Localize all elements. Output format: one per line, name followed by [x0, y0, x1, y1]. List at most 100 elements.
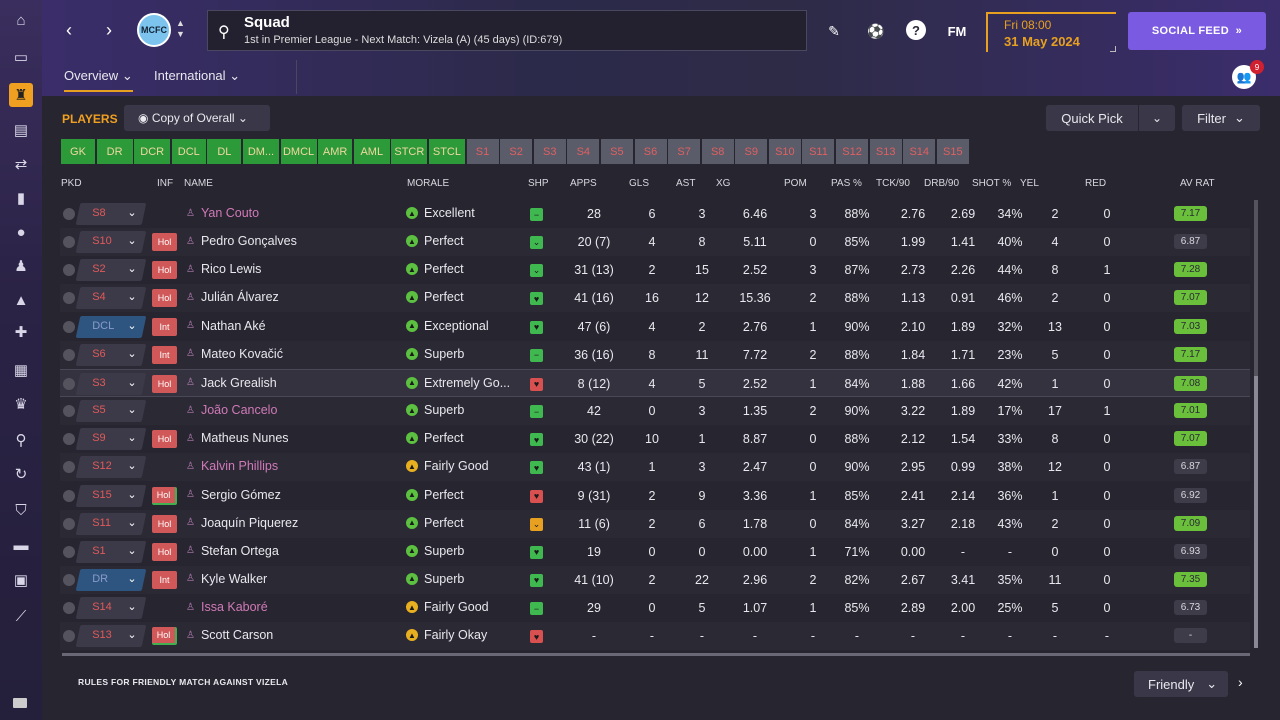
player-name-cell[interactable]: ♙ Pedro Gonçalves: [186, 234, 297, 248]
column-header[interactable]: YEL: [1020, 178, 1039, 189]
position-select[interactable]: S4 ⌄: [75, 287, 147, 310]
info-badge[interactable]: Hol: [152, 374, 177, 393]
player-name-cell[interactable]: ♙ Jack Grealish: [186, 376, 277, 390]
sub-chip[interactable]: S2: [500, 139, 533, 164]
tab-international[interactable]: International ⌄: [154, 68, 240, 84]
club-crest-icon[interactable]: MCFC: [137, 13, 171, 47]
player-name-cell[interactable]: ♙ Issa Kaboré: [186, 600, 268, 614]
player-name[interactable]: Rico Lewis: [200, 262, 262, 277]
sub-chip[interactable]: S11: [802, 139, 835, 164]
position-chip[interactable]: STCL: [428, 139, 465, 164]
column-header[interactable]: MORALE: [407, 178, 450, 189]
report-icon[interactable]: ▮: [16, 190, 26, 207]
help-icon[interactable]: ?: [906, 20, 926, 40]
table-row[interactable]: S1 ⌄ Hol ♙ Stefan Ortega ▲ Superb ♥ 19 0 0 0.00 1 71%…: [60, 538, 1250, 566]
pick-checkbox[interactable]: [63, 545, 75, 558]
pick-checkbox[interactable]: [63, 405, 75, 418]
player-name[interactable]: Pedro Gonçalves: [200, 234, 297, 249]
player-name-cell[interactable]: ♙ Yan Couto: [186, 206, 259, 220]
tab-overview[interactable]: Overview ⌄: [64, 68, 133, 92]
column-header[interactable]: SHP: [528, 178, 549, 189]
player-name[interactable]: Sergio Gómez: [200, 487, 281, 502]
pick-checkbox[interactable]: [63, 602, 75, 615]
forward-icon[interactable]: ›: [106, 19, 112, 40]
refresh-icon[interactable]: ↻: [14, 466, 28, 483]
fm-menu-button[interactable]: FM: [947, 23, 967, 39]
info-badge[interactable]: Hol: [152, 514, 177, 533]
scrollbar-thumb[interactable]: [1254, 376, 1258, 648]
info-badge[interactable]: Int: [152, 570, 177, 589]
player-name-cell[interactable]: ♙ Nathan Aké: [186, 319, 266, 333]
pick-checkbox[interactable]: [63, 630, 75, 643]
table-row[interactable]: S9 ⌄ Hol ♙ Matheus Nunes ▲ Perfect ♥ 30 (22) 10 1 8…: [60, 425, 1250, 453]
table-row[interactable]: S3 ⌄ Hol ♙ Jack Grealish ▲ Extremely Go... ♥ 8 (…: [60, 368, 1250, 397]
info-badge[interactable]: Hol: [152, 261, 177, 280]
column-header[interactable]: RED: [1085, 178, 1107, 189]
table-row[interactable]: S2 ⌄ Hol ♙ Rico Lewis ▲ Perfect ⌄ 31 (13) 2 15 2.52…: [60, 256, 1250, 284]
table-row[interactable]: DR ⌄ Int ♙ Kyle Walker ▲ Superb ♥ 41 (10) 2 22 2.96…: [60, 565, 1250, 594]
info-badge[interactable]: Hol: [152, 627, 177, 646]
player-name[interactable]: Julián Álvarez: [200, 290, 279, 305]
position-select[interactable]: S6 ⌄: [75, 343, 147, 366]
column-header[interactable]: POM: [784, 178, 807, 189]
sub-chip[interactable]: S10: [768, 139, 801, 164]
filter-button[interactable]: Filter ⌄: [1182, 105, 1260, 131]
medical-icon[interactable]: ✚: [14, 324, 28, 341]
horizontal-scrollbar[interactable]: [62, 653, 1250, 656]
sub-chip[interactable]: S12: [836, 139, 869, 164]
position-select[interactable]: S14 ⌄: [75, 597, 147, 620]
column-header[interactable]: TCK/90: [876, 178, 910, 189]
player-name[interactable]: Mateo Kovačić: [200, 346, 283, 361]
pick-checkbox[interactable]: [63, 348, 75, 361]
shield-icon[interactable]: ⛉: [15, 501, 27, 519]
pick-checkbox[interactable]: [63, 320, 75, 333]
player-name-cell[interactable]: ♙ Rico Lewis: [186, 262, 261, 276]
info-badge[interactable]: Int: [152, 345, 177, 364]
table-row[interactable]: S5 ⌄ ♙ João Cancelo ▲ Superb − 42 0 3 1.35 2 90% 3.22…: [60, 397, 1250, 426]
player-name[interactable]: Kyle Walker: [200, 571, 268, 586]
column-header[interactable]: PKD: [61, 178, 82, 189]
sub-chip[interactable]: S14: [903, 139, 936, 164]
player-name[interactable]: Yan Couto: [200, 206, 260, 220]
pick-checkbox[interactable]: [63, 208, 75, 220]
sub-chip[interactable]: S5: [600, 139, 633, 164]
info-badge[interactable]: Int: [152, 317, 177, 336]
info-badge[interactable]: Hol: [152, 486, 177, 505]
pick-checkbox[interactable]: [63, 573, 75, 586]
position-select[interactable]: DCL ⌄: [75, 315, 147, 338]
quick-pick-button[interactable]: Quick Pick: [1046, 105, 1138, 131]
table-row[interactable]: S15 ⌄ Hol ♙ Sergio Gómez ▲ Perfect ♥ 9 (31) 2 9 3.3…: [60, 482, 1250, 510]
column-header[interactable]: INF: [157, 178, 174, 189]
player-name-cell[interactable]: ♙ João Cancelo: [186, 403, 277, 417]
player-name[interactable]: Kalvin Phillips: [200, 459, 279, 474]
position-select[interactable]: S13 ⌄: [75, 625, 147, 648]
pick-checkbox[interactable]: [63, 433, 75, 446]
player-name[interactable]: Nathan Aké: [200, 318, 266, 333]
player-name[interactable]: João Cancelo: [200, 403, 278, 418]
player-name[interactable]: Matheus Nunes: [200, 431, 289, 446]
column-header[interactable]: DRB/90: [924, 178, 960, 189]
pick-checkbox[interactable]: [63, 292, 75, 305]
sub-chip[interactable]: S15: [936, 139, 969, 164]
sub-chip[interactable]: S3: [533, 139, 566, 164]
table-row[interactable]: S14 ⌄ ♙ Issa Kaboré ▲ Fairly Good − 29 0 5 1.07 1 85…: [60, 594, 1250, 622]
player-name-cell[interactable]: ♙ Julián Álvarez: [186, 290, 279, 304]
player-name-cell[interactable]: ♙ Kalvin Phillips: [186, 459, 278, 473]
column-header[interactable]: GLS: [629, 178, 650, 189]
next-chevron-icon[interactable]: ›: [1238, 674, 1243, 690]
briefcase-icon[interactable]: ▬: [13, 536, 29, 554]
column-header[interactable]: AV RAT: [1180, 178, 1215, 189]
pick-checkbox[interactable]: [63, 461, 75, 474]
player-name-cell[interactable]: ♙ Stefan Ortega: [186, 544, 279, 558]
social-feed-button[interactable]: SOCIAL FEED »: [1128, 12, 1266, 50]
position-select[interactable]: S2 ⌄: [75, 259, 147, 282]
player-name-cell[interactable]: ♙ Scott Carson: [186, 628, 273, 642]
column-header[interactable]: SHOT %: [972, 178, 1012, 189]
player-name-cell[interactable]: ♙ Kyle Walker: [186, 572, 267, 586]
squad-shirt-icon[interactable]: ♜: [9, 83, 33, 107]
staff-icon[interactable]: ♟: [14, 258, 28, 275]
player-name[interactable]: Scott Carson: [200, 628, 274, 643]
table-row[interactable]: S6 ⌄ Int ♙ Mateo Kovačić ▲ Superb − 36 (16) 8 11 7.…: [60, 340, 1250, 369]
ball-icon[interactable]: ●: [16, 223, 26, 241]
pick-checkbox[interactable]: [63, 236, 75, 249]
